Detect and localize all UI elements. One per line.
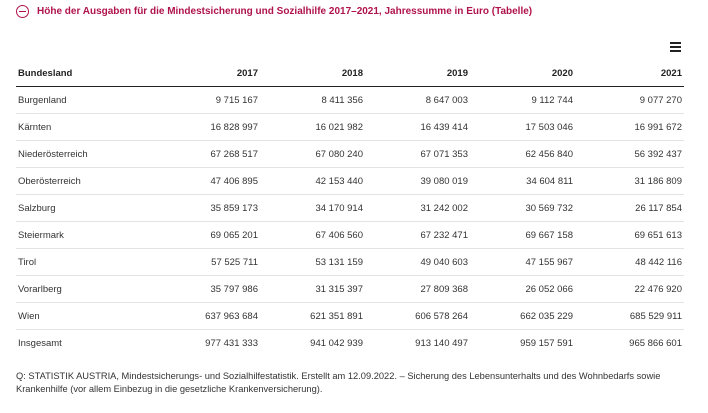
table-cell: 39 080 019 <box>365 167 470 195</box>
row-label: Oberösterreich <box>16 167 166 195</box>
table-cell: 53 131 159 <box>260 248 365 276</box>
table-cell: 31 242 002 <box>365 194 470 222</box>
table-cell: 26 117 854 <box>575 194 684 222</box>
table-row: Burgenland 9 715 167 8 411 356 8 647 003 9 1… <box>16 86 684 114</box>
table-row: Insgesamt 977 431 333 941 042 939 913 140 4… <box>16 330 684 357</box>
table-cell: 637 963 684 <box>166 302 260 330</box>
column-header: 2017 <box>166 60 260 87</box>
data-table: Bundesland 2017 2018 2019 2020 2021 Burg… <box>16 60 684 356</box>
table-header-row: Bundesland 2017 2018 2019 2020 2021 <box>16 60 684 87</box>
table-cell: 30 569 732 <box>470 194 575 222</box>
table-row: Tirol 57 525 711 53 131 159 49 040 603 47 15… <box>16 248 684 276</box>
table-cell: 34 604 811 <box>470 167 575 195</box>
table-cell: 16 828 997 <box>166 113 260 141</box>
column-header: Bundesland <box>16 60 166 87</box>
table-cell: 69 065 201 <box>166 221 260 249</box>
column-header: 2021 <box>575 60 684 87</box>
table-cell: 34 170 914 <box>260 194 365 222</box>
table-cell: 9 077 270 <box>575 86 684 114</box>
table-cell: 26 052 066 <box>470 275 575 303</box>
table-cell: 606 578 264 <box>365 302 470 330</box>
table-cell: 62 456 840 <box>470 140 575 168</box>
table-cell: 16 021 982 <box>260 113 365 141</box>
table-cell: 662 035 229 <box>470 302 575 330</box>
table-cell: 941 042 939 <box>310 337 363 349</box>
table-cell: 8 647 003 <box>365 86 470 114</box>
table-cell: 67 232 471 <box>365 221 470 249</box>
column-header: 2020 <box>470 60 575 87</box>
table-cell: 49 040 603 <box>365 248 470 276</box>
table-row: Kärnten 16 828 997 16 021 982 16 439 414 17 … <box>16 113 684 141</box>
table-cell: 977 431 333 <box>205 337 258 349</box>
table-cell: 67 071 353 <box>365 140 470 168</box>
row-label: Niederösterreich <box>16 140 166 168</box>
collapse-minus-circle-icon[interactable] <box>16 5 29 18</box>
table-cell: 35 797 986 <box>166 275 260 303</box>
table-cell: 685 529 911 <box>575 302 684 330</box>
table-cell: 69 667 158 <box>470 221 575 249</box>
row-label: Wien <box>16 302 166 330</box>
table-cell: 27 809 368 <box>365 275 470 303</box>
table-cell: 42 153 440 <box>260 167 365 195</box>
table-cell: 22 476 920 <box>575 275 684 303</box>
table-cell: 16 991 672 <box>575 113 684 141</box>
table-cell: 56 392 437 <box>575 140 684 168</box>
table-cell: 69 651 613 <box>575 221 684 249</box>
table-row: Steiermark 69 065 201 67 406 560 67 232 471… <box>16 221 684 249</box>
row-label: Kärnten <box>16 113 166 141</box>
table-cell: 67 406 560 <box>260 221 365 249</box>
table-cell: 57 525 711 <box>166 248 260 276</box>
table-cell: 31 315 397 <box>260 275 365 303</box>
table-cell: 965 866 601 <box>629 337 682 349</box>
table-cell: 67 080 240 <box>260 140 365 168</box>
table-cell: 47 155 967 <box>470 248 575 276</box>
row-label: Burgenland <box>16 86 166 114</box>
table-cell: 8 411 356 <box>260 86 365 114</box>
table-cell: 67 268 517 <box>166 140 260 168</box>
table-cell: 16 439 414 <box>365 113 470 141</box>
table-cell: 9 715 167 <box>166 86 260 114</box>
table-cell: 959 157 591 <box>520 337 573 349</box>
row-label: Vorarlberg <box>16 275 166 303</box>
table-cell: 913 140 497 <box>415 337 468 349</box>
table-cell: 9 112 744 <box>470 86 575 114</box>
table-row: Vorarlberg 35 797 986 31 315 397 27 809 368… <box>16 275 684 303</box>
row-label: Salzburg <box>16 194 166 222</box>
row-label: Insgesamt <box>18 337 62 349</box>
source-note: Q: STATISTIK AUSTRIA, Mindestsicherungs-… <box>16 371 661 394</box>
table-row: Niederösterreich 67 268 517 67 080 240 67 0… <box>16 140 684 168</box>
table-header: Höhe der Ausgaben für die Mindestsicheru… <box>16 5 532 18</box>
table-cell: 35 859 173 <box>166 194 260 222</box>
table-row: Salzburg 35 859 173 34 170 914 31 242 002 30… <box>16 194 684 222</box>
table-row: Wien 637 963 684 621 351 891 606 578 264 662… <box>16 302 684 330</box>
table-cell: 17 503 046 <box>470 113 575 141</box>
table-cell: 621 351 891 <box>260 302 365 330</box>
table-row: Oberösterreich 47 406 895 42 153 440 39 080… <box>16 167 684 195</box>
table-cell: 31 186 809 <box>575 167 684 195</box>
column-header: 2019 <box>365 60 470 87</box>
hamburger-menu-icon[interactable] <box>670 42 681 53</box>
column-header: 2018 <box>260 60 365 87</box>
table-cell: 47 406 895 <box>166 167 260 195</box>
row-label: Steiermark <box>16 221 166 249</box>
row-label: Tirol <box>16 248 166 276</box>
table-cell: 48 442 116 <box>575 248 684 276</box>
table-title[interactable]: Höhe der Ausgaben für die Mindestsicheru… <box>37 6 533 17</box>
